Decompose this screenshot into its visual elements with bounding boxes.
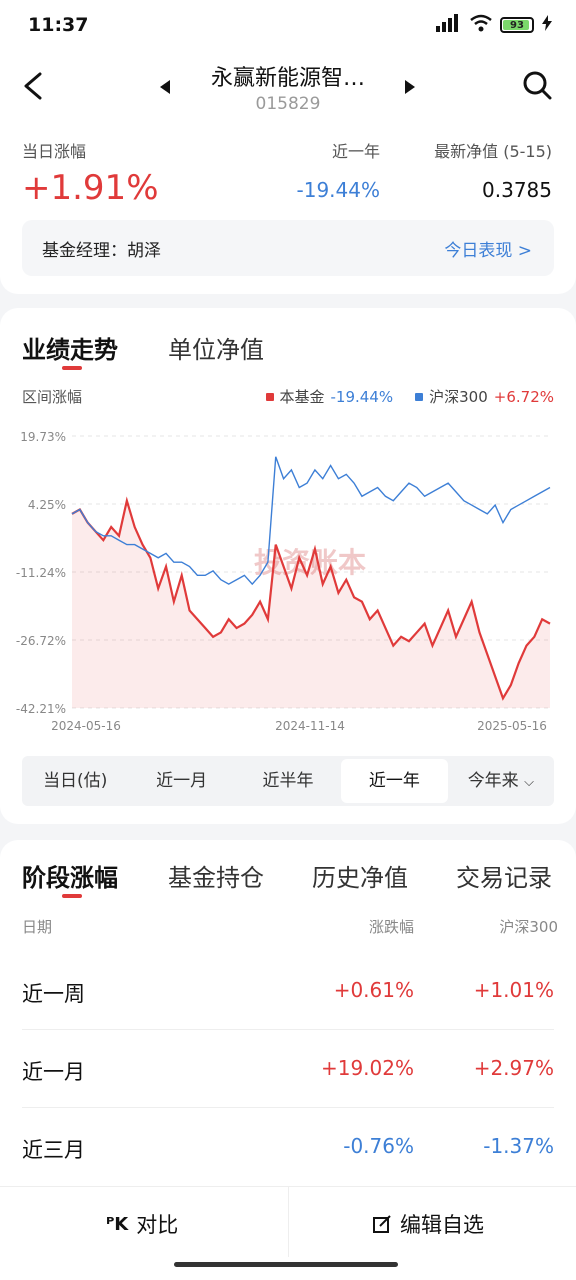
charging-icon <box>542 15 552 35</box>
y-tick-label: -42.21% <box>16 702 66 716</box>
tab-period-returns[interactable]: 阶段涨幅 <box>22 864 118 892</box>
daily-change-label: 当日涨幅 <box>22 142 87 161</box>
y-tick-label: -11.24% <box>16 566 66 580</box>
table-row[interactable]: 近一月 +19.02% +2.97% <box>22 1030 554 1108</box>
row-fund-change: +19.02% <box>320 1056 414 1080</box>
next-fund-icon[interactable] <box>405 80 415 94</box>
tab-performance[interactable]: 业绩走势 <box>22 336 118 364</box>
clock: 11:37 <box>28 14 89 36</box>
search-icon[interactable] <box>522 70 552 100</box>
period-today[interactable]: 当日(估) <box>43 771 108 791</box>
row-fund-change: -0.76% <box>343 1134 414 1158</box>
divider <box>288 1187 289 1257</box>
legend-index-swatch <box>415 392 424 401</box>
legend-fund-name: 本基金 <box>279 388 325 406</box>
manager-name: 基金经理：胡泽 <box>42 241 161 261</box>
manager-row[interactable]: 基金经理：胡泽 今日表现 > <box>22 220 554 276</box>
table-row[interactable]: 近三月 -0.76% -1.37% <box>22 1108 554 1186</box>
daily-change-value: +1.91% <box>22 168 159 208</box>
legend-fund-value: -19.44% <box>330 387 394 406</box>
tab-unit-nav[interactable]: 单位净值 <box>168 336 264 364</box>
active-tab-indicator <box>62 894 82 898</box>
pk-icon: ᴾK <box>106 1213 129 1235</box>
status-bar: 11:37 93 <box>0 0 576 52</box>
header-date: 日期 <box>22 918 53 936</box>
row-index-change: +2.97% <box>473 1056 554 1080</box>
header-index: 沪深300 <box>499 918 558 936</box>
fund-summary-card: 永赢新能源智… 015829 当日涨幅 近一年 最新净值 (5-15) +1.9… <box>0 52 576 294</box>
signal-icon <box>436 14 462 36</box>
legend-index-name: 沪深300 <box>429 388 488 406</box>
row-fund-change: +0.61% <box>333 978 414 1002</box>
compare-button[interactable]: ᴾK 对比 <box>106 1213 179 1237</box>
chevron-down-icon: ⌵ <box>524 775 534 790</box>
period-selector: 当日(估) 近一月 近半年 近一年 今年来 ⌵ <box>22 756 554 806</box>
period-1y[interactable]: 近一年 <box>341 759 448 803</box>
legend-fund-swatch <box>265 392 274 401</box>
table-row[interactable]: 近一周 +0.61% +1.01% <box>22 952 554 1030</box>
year-change-label: 近一年 <box>331 142 380 161</box>
period-6m[interactable]: 近半年 <box>262 771 314 791</box>
y-tick-label: -26.72% <box>16 634 66 648</box>
row-period: 近一月 <box>22 1060 85 1084</box>
tab-transactions[interactable]: 交易记录 <box>456 864 552 892</box>
period-1m[interactable]: 近一月 <box>156 771 208 791</box>
fund-code: 015829 <box>255 94 321 114</box>
today-performance-link[interactable]: 今日表现 > <box>444 241 532 261</box>
x-tick-label: 2024-11-14 <box>275 719 345 733</box>
row-index-change: -1.37% <box>483 1134 554 1158</box>
y-tick-label: 4.25% <box>28 498 66 512</box>
previous-fund-icon[interactable] <box>160 80 170 94</box>
row-period: 近一周 <box>22 982 85 1006</box>
home-indicator <box>174 1262 398 1267</box>
fund-area <box>72 500 550 708</box>
wifi-icon <box>470 14 492 36</box>
fund-series-line <box>71 496 551 701</box>
header-change: 涨跌幅 <box>368 918 414 936</box>
year-change-value: -19.44% <box>296 178 380 202</box>
period-returns-card: 阶段涨幅 基金持仓 历史净值 交易记录 日期 涨跌幅 沪深300 近一周 +0.… <box>0 840 576 1186</box>
edit-watchlist-button[interactable]: 编辑自选 <box>372 1209 484 1239</box>
tab-history-nav[interactable]: 历史净值 <box>312 864 408 892</box>
active-tab-indicator <box>62 366 82 370</box>
range-change-label: 区间涨幅 <box>22 388 83 406</box>
back-icon[interactable] <box>22 72 44 100</box>
index-series-line <box>71 456 551 586</box>
x-tick-label: 2024-05-16 <box>51 719 121 733</box>
performance-chart[interactable]: 19.73% 4.25% -11.24% -26.72% -42.21% 2024-05-… <box>0 420 576 740</box>
nav-label: 最新净值 (5-15) <box>434 142 552 161</box>
y-tick-label: 19.73% <box>20 430 66 444</box>
x-tick-label: 2025-05-16 <box>477 719 547 733</box>
row-period: 近三月 <box>22 1138 85 1162</box>
performance-card: 业绩走势 单位净值 区间涨幅 本基金 -19.44% 沪深300 +6.72% … <box>0 308 576 824</box>
row-index-change: +1.01% <box>473 978 554 1002</box>
fund-title: 永赢新能源智… <box>210 66 365 91</box>
nav-value: 0.3785 <box>482 178 552 202</box>
status-icons: 93 <box>436 14 552 36</box>
period-ytd[interactable]: 今年来 ⌵ <box>467 771 534 791</box>
legend-index-value: +6.72% <box>493 387 554 406</box>
chart-legend: 本基金 -19.44% 沪深300 +6.72% <box>265 386 554 407</box>
tab-holdings[interactable]: 基金持仓 <box>168 864 264 892</box>
battery-icon: 93 <box>500 17 534 33</box>
edit-icon <box>373 1215 391 1233</box>
